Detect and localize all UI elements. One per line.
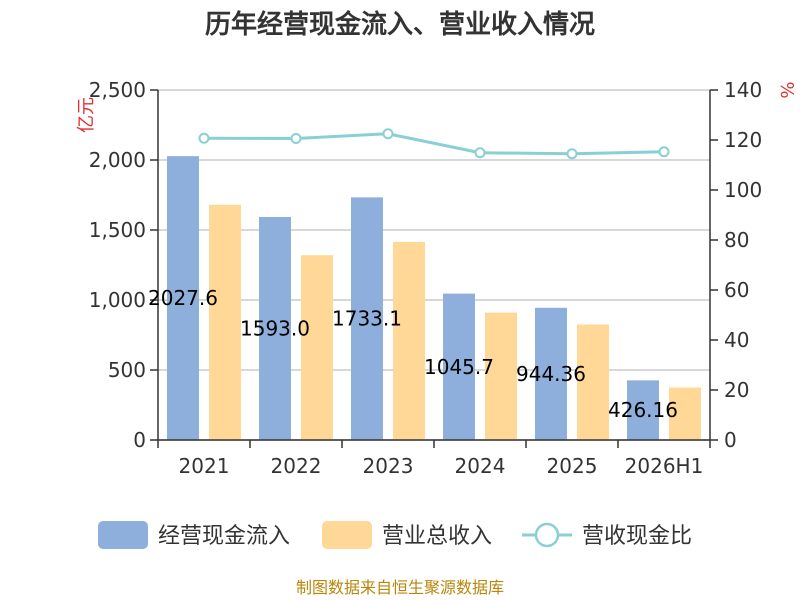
x-tick-label: 2022	[271, 454, 322, 478]
bar-cash-inflow	[443, 293, 475, 440]
bar-cash-inflow	[627, 380, 659, 440]
data-label: 944.36	[516, 362, 586, 386]
legend-swatch-revenue	[322, 521, 372, 549]
x-tick-label: 2021	[179, 454, 230, 478]
y-right-tick-label: 60	[724, 278, 749, 302]
legend-swatch-ratio-marker	[534, 522, 560, 548]
y-left-tick-label: 1,000	[89, 288, 146, 312]
y-left-unit: 亿元	[76, 97, 97, 133]
data-label: 1733.1	[332, 307, 402, 331]
y-right-tick-label: 40	[724, 328, 749, 352]
data-label: 2027.6	[148, 286, 218, 310]
ratio-line	[198, 128, 670, 160]
y-right-unit: %	[776, 81, 797, 98]
legend-label-ratio: 营收现金比	[582, 524, 692, 549]
y-left-tick-label: 1,500	[89, 218, 146, 242]
y-left-tick-label: 2,000	[89, 148, 146, 172]
legend: 经营现金流入 营业总收入 营收现金比	[98, 521, 692, 549]
bar-revenue	[485, 312, 517, 440]
y-right-tick-label: 120	[724, 128, 762, 152]
y-right-tick-label: 20	[724, 378, 749, 402]
y-left-tick-label: 500	[108, 358, 146, 382]
y-left-tick-label: 0	[133, 428, 146, 452]
ratio-point	[290, 133, 302, 144]
x-tick-label: 2026H1	[625, 454, 704, 478]
y-right-tick-label: 0	[724, 428, 737, 452]
legend-label-revenue: 营业总收入	[382, 524, 492, 549]
ratio-point	[474, 147, 486, 159]
x-tick-label: 2025	[547, 454, 598, 478]
ratio-point	[382, 128, 394, 140]
ratio-point	[658, 146, 670, 158]
ratio-point	[566, 148, 578, 160]
y-left-tick-label: 2,500	[89, 78, 146, 102]
y-right-tick-label: 80	[724, 228, 749, 252]
bar-revenue	[669, 387, 701, 440]
ratio-point	[198, 132, 210, 144]
y-right-tick-label: 140	[724, 78, 762, 102]
data-labels: 2027.6 1593.0 1733.1 1045.7 944.36 426.16	[148, 286, 678, 422]
bar-cash-inflow	[167, 156, 199, 441]
y-right-tick-label: 100	[724, 178, 762, 202]
axes: 0 500 1,000 1,500 2,000 2,500 0 20 40 60 80 100 120 1…	[89, 78, 762, 478]
data-label: 426.16	[608, 398, 678, 422]
source-note: 制图数据来自恒生聚源数据库	[296, 578, 504, 597]
bar-revenue	[577, 324, 609, 440]
data-label: 1593.0	[240, 316, 310, 340]
chart-title: 历年经营现金流入、营业收入情况	[205, 9, 595, 40]
bar-revenue	[209, 204, 241, 440]
x-tick-label: 2023	[363, 454, 414, 478]
legend-swatch-cash-inflow	[98, 521, 148, 549]
bar-revenue	[301, 255, 333, 440]
bars	[167, 156, 701, 441]
bar-cash-inflow	[351, 197, 383, 440]
bar-revenue	[393, 241, 425, 440]
x-tick-label: 2024	[455, 454, 506, 478]
ratio-line-path	[203, 132, 665, 156]
bar-cash-inflow	[535, 307, 567, 440]
legend-label-cash-inflow: 经营现金流入	[158, 524, 290, 549]
data-label: 1045.7	[424, 355, 494, 379]
bar-cash-inflow	[259, 216, 291, 440]
